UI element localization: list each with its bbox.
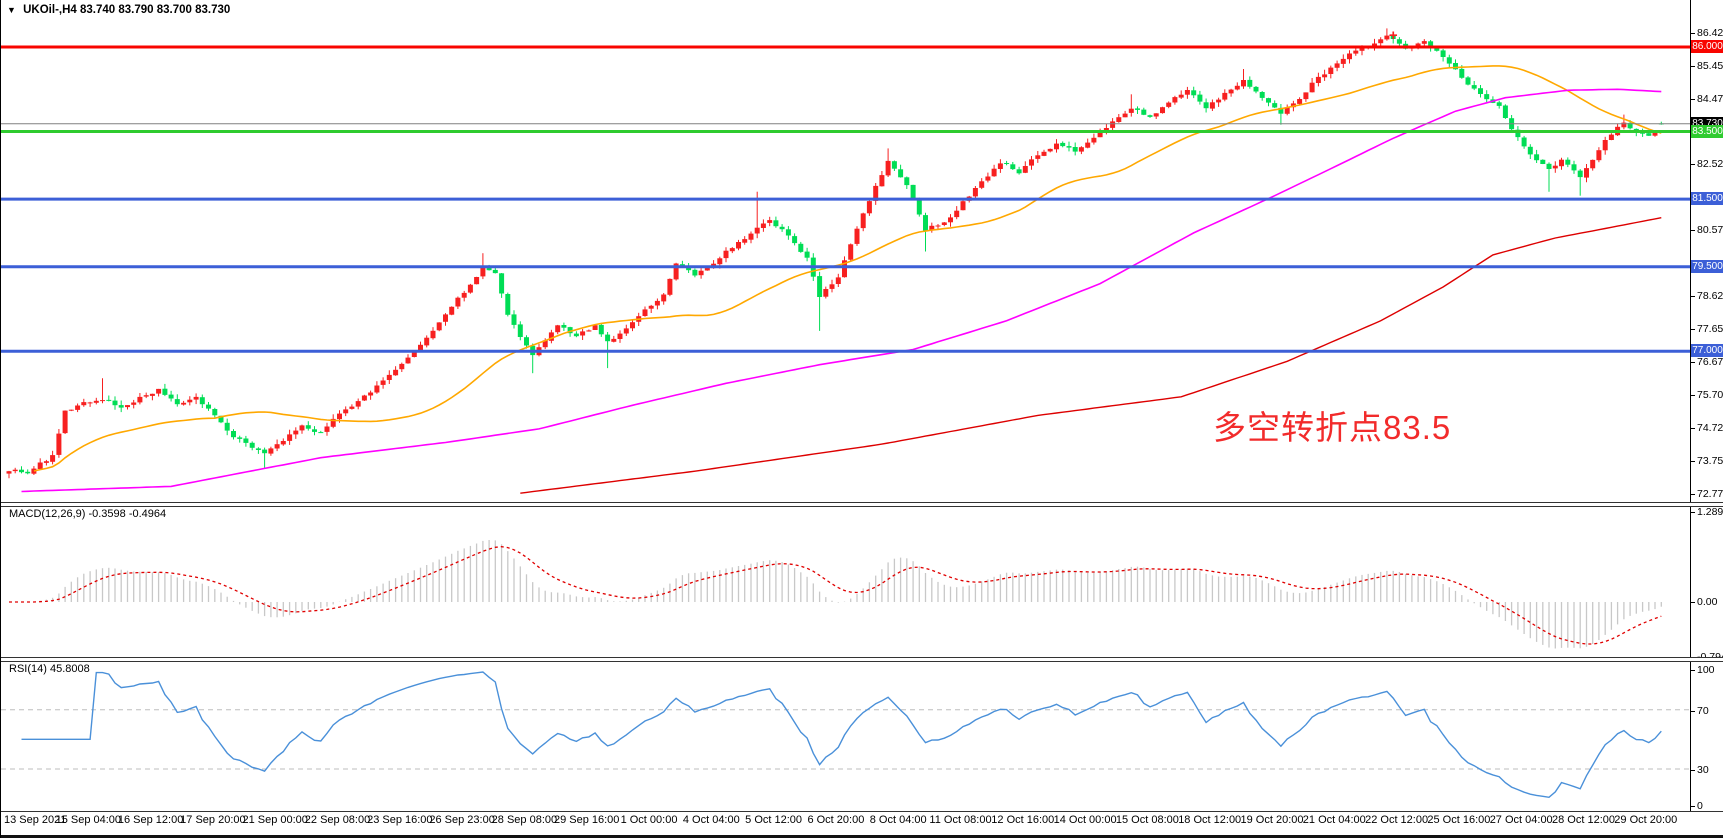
axis-tick-mark (1691, 670, 1695, 671)
price-badge-green: 83.500 (1691, 125, 1723, 138)
price-axis-label: 72.775 (1697, 488, 1723, 500)
panel-separator[interactable] (1, 502, 1723, 507)
rsi-panel[interactable] (1, 662, 1691, 810)
rsi-axis-label: 30 (1697, 764, 1709, 776)
time-axis-label: 16 Sep 12:00 (117, 814, 184, 826)
axis-tick-mark (1691, 395, 1695, 396)
price-axis-line (1690, 0, 1691, 812)
price-chart-panel[interactable]: + (1, 0, 1691, 503)
time-axis-label: 11 Oct 08:00 (929, 814, 992, 826)
time-axis-label: 22 Sep 08:00 (304, 814, 371, 826)
chart-symbol-timeframe: UKOil-,H4 (23, 4, 77, 16)
axis-tick-mark (1691, 362, 1695, 363)
time-axis-label: 13 Sep 2021 (4, 814, 67, 826)
axis-tick-mark (1691, 806, 1695, 807)
axis-tick-mark (1691, 602, 1695, 603)
axis-tick-mark (1691, 66, 1695, 67)
time-axis-label: 4 Oct 04:00 (682, 814, 740, 826)
rsi-axis-label: 0 (1697, 800, 1703, 812)
rsi-axis-label: 100 (1697, 664, 1715, 676)
time-axis-label: 19 Oct 20:00 (1240, 814, 1304, 826)
symbol-dropdown-icon[interactable]: ▼ (7, 5, 16, 15)
time-axis-label: 28 Sep 08:00 (491, 814, 558, 826)
rsi-chart[interactable] (1, 662, 1691, 810)
price-axis-label: 76.675 (1697, 356, 1723, 368)
axis-tick-mark (1691, 770, 1695, 771)
axis-tick-mark (1691, 428, 1695, 429)
window-bottom-edge (1, 835, 1723, 838)
rsi-axis-label: 70 (1697, 705, 1709, 717)
time-axis-label: 27 Oct 04:00 (1489, 814, 1553, 826)
macd-axis-label: 1.2891 (1697, 506, 1723, 518)
price-badge-blue: 81.500 (1691, 192, 1723, 205)
price-badge-blue: 77.000 (1691, 344, 1723, 357)
price-axis-label: 73.750 (1697, 455, 1723, 467)
axis-tick-mark (1691, 461, 1695, 462)
time-axis-label: 18 Oct 12:00 (1178, 814, 1242, 826)
axis-tick-mark (1691, 494, 1695, 495)
macd-axis-label: 0.00 (1697, 596, 1718, 608)
time-axis-label: 21 Oct 04:00 (1302, 814, 1366, 826)
candlestick-chart[interactable]: + (1, 0, 1691, 503)
time-axis-label: 15 Sep 04:00 (55, 814, 122, 826)
price-badge-red: 86.000 (1691, 40, 1723, 53)
axis-tick-mark (1691, 230, 1695, 231)
time-axis-label: 25 Oct 16:00 (1427, 814, 1491, 826)
axis-tick-mark (1691, 296, 1695, 297)
axis-tick-mark (1691, 711, 1695, 712)
price-axis-label: 82.525 (1697, 158, 1723, 170)
time-axis-label: 5 Oct 12:00 (745, 814, 803, 826)
macd-chart[interactable] (1, 507, 1691, 657)
time-axis-label: 6 Oct 20:00 (807, 814, 865, 826)
price-axis-label: 80.575 (1697, 224, 1723, 236)
time-axis-label: 29 Oct 20:00 (1614, 814, 1678, 826)
price-badge-blue: 79.500 (1691, 260, 1723, 273)
time-axis-label: 21 Sep 00:00 (242, 814, 308, 826)
time-axis-label: 28 Oct 12:00 (1552, 814, 1615, 826)
axis-tick-mark (1691, 33, 1695, 34)
price-axis-label: 77.650 (1697, 323, 1723, 335)
time-axis-label: 12 Oct 16:00 (991, 814, 1055, 826)
price-axis-label: 75.700 (1697, 389, 1723, 401)
rsi-label: RSI(14) 45.8008 (9, 663, 90, 675)
time-axis-label: 14 Oct 00:00 (1053, 814, 1117, 826)
price-axis-label: 86.425 (1697, 27, 1723, 39)
axis-tick-mark (1691, 329, 1695, 330)
chart-annotation-text: 多空转折点83.5 (1213, 409, 1452, 446)
chart-title: ▼ UKOil-,H4 83.740 83.790 83.700 83.730 (7, 4, 230, 16)
time-axis-label: 8 Oct 04:00 (869, 814, 927, 826)
price-axis-label: 85.450 (1697, 60, 1723, 72)
time-axis-label: 29 Sep 16:00 (553, 814, 620, 826)
svg-text:+: + (1389, 27, 1398, 44)
time-axis-label: 1 Oct 00:00 (620, 814, 678, 826)
axis-tick-mark (1691, 99, 1695, 100)
time-axis-label: 22 Oct 12:00 (1365, 814, 1429, 826)
macd-panel[interactable] (1, 507, 1691, 657)
chart-ohlc-values: 83.740 83.790 83.700 83.730 (80, 4, 231, 16)
time-axis[interactable]: 13 Sep 2021 15 Sep 04:00 16 Sep 12:00 17 Se… (1, 814, 1691, 834)
price-axis-label: 84.475 (1697, 93, 1723, 105)
axis-tick-mark (1691, 164, 1695, 165)
panel-separator[interactable] (1, 657, 1723, 662)
axis-tick-mark (1691, 512, 1695, 513)
macd-label: MACD(12,26,9) -0.3598 -0.4964 (9, 508, 167, 520)
time-axis-label: 15 Oct 08:00 (1115, 814, 1179, 826)
panel-separator (1, 811, 1723, 813)
price-axis[interactable]: 86.425 85.450 84.475 82.525 80.575 78.625 77.6… (1691, 0, 1723, 838)
price-axis-label: 78.625 (1697, 290, 1723, 302)
price-axis-label: 74.725 (1697, 422, 1723, 434)
time-axis-label: 26 Sep 23:00 (429, 814, 495, 826)
time-axis-label: 17 Sep 20:00 (180, 814, 246, 826)
time-axis-label: 23 Sep 16:00 (367, 814, 433, 826)
